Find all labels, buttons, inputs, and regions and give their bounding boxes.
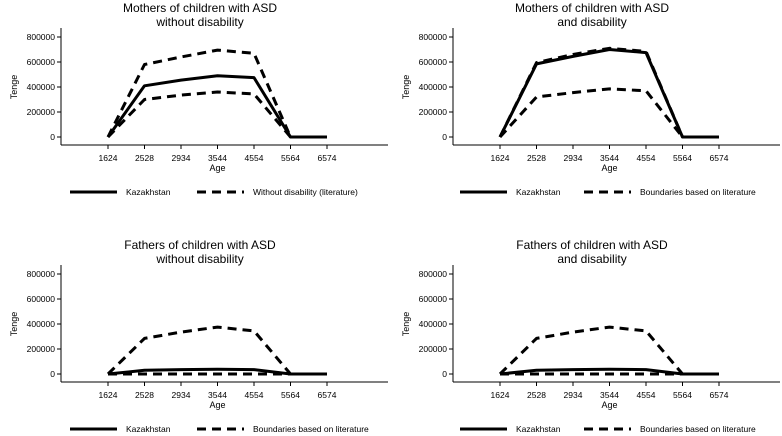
y-tick-label: 600000 [419, 294, 448, 304]
x-tick-label: 6574 [710, 390, 729, 400]
chart-title: Mothers of children with ASD [123, 1, 277, 15]
x-axis-label: Age [601, 163, 617, 173]
series-line-literature-bound-1 [106, 325, 327, 376]
y-tick-label: 600000 [27, 294, 56, 304]
x-tick-label: 2934 [172, 153, 191, 163]
x-tick-label: 5564 [281, 153, 300, 163]
y-tick-label: 800000 [419, 32, 448, 42]
y-tick-label: 800000 [419, 269, 448, 279]
x-axis-label: Age [601, 400, 617, 410]
legend-label: Without disability (literature) [253, 187, 358, 197]
series-line-kazakhstan [499, 367, 719, 376]
x-tick-label: 1624 [491, 153, 510, 163]
y-tick-label: 200000 [27, 107, 56, 117]
legend-label: Kazakhstan [126, 424, 171, 434]
chart-title: Fathers of children with ASD [516, 238, 668, 252]
y-tick-label: 200000 [27, 344, 56, 354]
y-tick-label: 400000 [419, 82, 448, 92]
x-tick-label: 3544 [208, 390, 227, 400]
x-tick-label: 4554 [245, 390, 264, 400]
chart-title: Fathers of children with ASD [124, 238, 276, 252]
x-tick-label: 3544 [600, 153, 619, 163]
legend-label: Kazakhstan [126, 187, 171, 197]
x-tick-label: 5564 [281, 390, 300, 400]
x-tick-label: 1624 [99, 153, 118, 163]
y-tick-label: 600000 [27, 57, 56, 67]
chart-title: Mothers of children with ASD [515, 1, 669, 15]
x-axis-label: Age [209, 400, 225, 410]
x-tick-label: 5564 [673, 390, 692, 400]
legend-label: Boundaries based on literature [253, 424, 369, 434]
y-tick-label: 0 [50, 369, 55, 379]
x-tick-label: 6574 [318, 153, 337, 163]
legend-label: Kazakhstan [516, 424, 561, 434]
x-tick-label: 4554 [245, 153, 264, 163]
y-axis-label: Tenge [9, 312, 19, 337]
y-tick-label: 200000 [419, 344, 448, 354]
chart-title: without disability [155, 15, 243, 29]
x-axis-label: Age [209, 163, 225, 173]
x-tick-label: 1624 [99, 390, 118, 400]
x-tick-label: 2528 [527, 390, 546, 400]
legend-label: Boundaries based on literature [640, 424, 756, 434]
x-tick-label: 2934 [564, 153, 583, 163]
y-tick-label: 400000 [419, 319, 448, 329]
y-tick-label: 800000 [27, 269, 56, 279]
x-tick-label: 3544 [208, 153, 227, 163]
legend-label: Boundaries based on literature [640, 187, 756, 197]
y-axis-label: Tenge [401, 312, 411, 337]
series-line-literature-bound-1 [498, 325, 719, 376]
x-tick-label: 2528 [527, 153, 546, 163]
chart-title: and disability [557, 15, 626, 29]
y-tick-label: 600000 [419, 57, 448, 67]
y-tick-label: 0 [50, 132, 55, 142]
x-tick-label: 2934 [564, 390, 583, 400]
x-tick-label: 6574 [318, 390, 337, 400]
series-line-literature-bound-2 [106, 90, 327, 139]
y-tick-label: 0 [442, 132, 447, 142]
x-tick-label: 2528 [135, 153, 154, 163]
y-tick-label: 200000 [419, 107, 448, 117]
x-tick-label: 5564 [673, 153, 692, 163]
series-line-kazakhstan [498, 48, 719, 139]
x-tick-label: 3544 [600, 390, 619, 400]
x-tick-label: 4554 [637, 390, 656, 400]
y-tick-label: 0 [442, 369, 447, 379]
series-line-literature-bound-2 [498, 87, 719, 139]
chart-title: and disability [557, 252, 626, 266]
x-tick-label: 4554 [637, 153, 656, 163]
chart-title: without disability [155, 252, 243, 266]
legend-label: Kazakhstan [516, 187, 561, 197]
series-line-literature-bound-1 [106, 48, 327, 139]
series-line-literature-bound-1 [498, 46, 719, 139]
x-tick-label: 6574 [710, 153, 729, 163]
y-tick-label: 800000 [27, 32, 56, 42]
x-tick-label: 2528 [135, 390, 154, 400]
x-tick-label: 2934 [172, 390, 191, 400]
y-axis-label: Tenge [9, 75, 19, 100]
y-tick-label: 400000 [27, 82, 56, 92]
x-tick-label: 1624 [491, 390, 510, 400]
y-axis-label: Tenge [401, 75, 411, 100]
series-line-kazakhstan [106, 74, 327, 139]
series-line-kazakhstan [107, 367, 327, 376]
y-tick-label: 400000 [27, 319, 56, 329]
